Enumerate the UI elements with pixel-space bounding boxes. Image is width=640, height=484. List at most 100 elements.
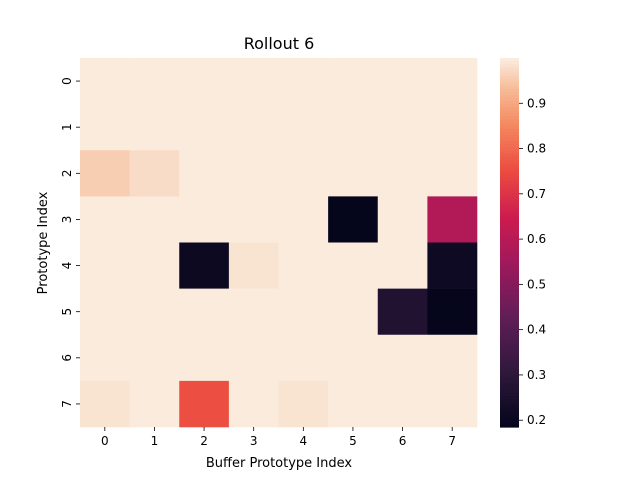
colorbar-segment — [500, 322, 519, 327]
colorbar-segment — [500, 61, 519, 65]
colorbar-segment — [500, 328, 519, 333]
heatmap-cells — [80, 58, 478, 428]
y-tick-label: 0 — [60, 77, 74, 85]
heatmap-cell — [328, 150, 379, 197]
colorbar-segment — [500, 337, 519, 342]
colorbar-segment — [500, 137, 519, 142]
heatmap-cell — [278, 380, 329, 428]
colorbar-segment — [500, 70, 519, 74]
heatmap-cell — [377, 58, 428, 105]
colorbar-segment — [500, 294, 519, 299]
heatmap-cell — [228, 242, 279, 289]
colorbar-segment — [500, 233, 519, 237]
y-tick-label: 5 — [60, 308, 74, 316]
colorbar-segment — [500, 383, 519, 388]
colorbar-segment — [500, 371, 519, 376]
colorbar-segment — [500, 399, 519, 403]
colorbar-segment — [500, 405, 519, 410]
heatmap-cell — [80, 104, 130, 151]
colorbar-segment — [500, 97, 519, 102]
colorbar-segment — [500, 208, 519, 213]
colorbar-segment — [500, 282, 519, 287]
heatmap-cell — [179, 196, 230, 243]
colorbar-segment — [500, 374, 519, 379]
colorbar-segment — [500, 325, 519, 330]
colorbar-tick-label: 0.4 — [527, 323, 546, 337]
colorbar-segment — [500, 184, 519, 188]
heatmap-cell — [427, 334, 478, 382]
colorbar-segment — [500, 165, 519, 170]
heatmap-cell — [179, 58, 230, 105]
heatmap-cell — [328, 288, 379, 336]
heatmap-cell — [80, 288, 130, 336]
heatmap-cell — [328, 242, 379, 289]
heatmap-cell — [278, 196, 329, 243]
colorbar-segment — [500, 310, 519, 314]
colorbar-segment — [500, 417, 519, 422]
colorbar-segment — [500, 85, 519, 90]
heatmap-cell — [377, 380, 428, 428]
chart-title: Rollout 6 — [244, 34, 315, 53]
heatmap-cell — [129, 334, 180, 382]
colorbar-segment — [500, 359, 519, 364]
colorbar-segment — [500, 331, 519, 336]
x-tick-label: 0 — [101, 434, 109, 448]
heatmap-cell — [80, 242, 130, 289]
colorbar-segment — [500, 214, 519, 219]
heatmap-cell — [129, 104, 180, 151]
colorbar-segment — [500, 171, 519, 176]
colorbar-segment — [500, 91, 519, 96]
colorbar-segment — [500, 181, 519, 185]
colorbar-segment — [500, 319, 519, 324]
colorbar-segment — [500, 304, 519, 308]
heatmap-cell — [377, 196, 428, 243]
colorbar-segment — [500, 393, 519, 397]
colorbar-segment — [500, 220, 519, 225]
colorbar-segment — [500, 420, 519, 425]
colorbar-segment — [500, 131, 519, 136]
colorbar-segment — [500, 279, 519, 284]
colorbar-segment — [500, 347, 519, 351]
heatmap-cell — [377, 242, 428, 289]
colorbar-segment — [500, 113, 519, 118]
colorbar-segment — [500, 411, 519, 416]
colorbar-segment — [500, 307, 519, 311]
colorbar-segment — [500, 150, 519, 154]
colorbar-segment — [500, 285, 519, 290]
heatmap-cell — [328, 58, 379, 105]
colorbar-segment — [500, 205, 519, 210]
heatmap-cell — [129, 242, 180, 289]
colorbar-tick-label: 0.8 — [527, 142, 546, 156]
colorbar-segment — [500, 353, 519, 357]
heatmap-cell — [278, 104, 329, 151]
colorbar-segment — [500, 168, 519, 173]
y-tick-label: 3 — [60, 216, 74, 224]
colorbar-tick-label: 0.9 — [527, 96, 546, 110]
colorbar-segment — [500, 291, 519, 296]
heatmap-cell — [228, 380, 279, 428]
colorbar-segment — [500, 116, 519, 121]
colorbar-segment — [500, 217, 519, 222]
colorbar-tick-label: 0.5 — [527, 277, 546, 291]
colorbar-segment — [500, 356, 519, 360]
colorbar-segment — [500, 254, 519, 259]
heatmap-cell — [328, 380, 379, 428]
colorbar-segment — [500, 377, 519, 382]
heatmap-cell — [80, 334, 130, 382]
x-tick-label: 5 — [349, 434, 357, 448]
heatmap-cell — [129, 380, 180, 428]
colorbar-segment — [500, 82, 519, 87]
colorbar-segment — [500, 177, 519, 182]
colorbar-segment — [500, 174, 519, 179]
colorbar-segment — [500, 134, 519, 139]
colorbar-segment — [500, 224, 519, 228]
colorbar-segment — [500, 187, 519, 191]
colorbar-segment — [500, 236, 519, 241]
heatmap-cell — [80, 196, 130, 243]
colorbar-segment — [500, 104, 519, 108]
colorbar-segment — [500, 94, 519, 99]
colorbar-segment — [500, 162, 519, 167]
heatmap-cell — [228, 334, 279, 382]
x-axis-label: Buffer Prototype Index — [206, 456, 353, 471]
